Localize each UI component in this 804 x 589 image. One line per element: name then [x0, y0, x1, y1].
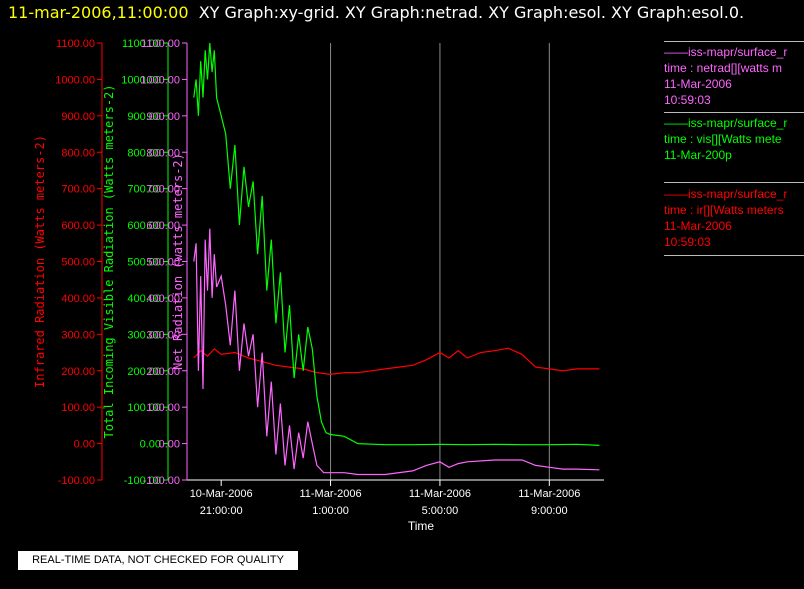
legend-ir-variable: time : ir[][Watts meters [664, 203, 784, 217]
y-tick-label-netrad: 400.00 [146, 293, 180, 305]
y-tick-label-ir: 1100.00 [56, 38, 95, 50]
y-tick-label-vis: 500.00 [127, 257, 161, 269]
series-line-ir [193, 347, 600, 376]
y-tick-label-ir: -100.00 [58, 475, 95, 487]
graph-title-bar: 11-mar-2006,11:00:00 XY Graph:xy-grid. X… [8, 3, 744, 23]
y-tick-label-netrad: 1000.00 [140, 74, 180, 86]
y-tick-label-vis: 100.00 [127, 402, 161, 414]
y-tick-label-netrad: 600.00 [146, 220, 180, 232]
y-tick-label-vis: 800.00 [127, 147, 161, 159]
legend-ir-time: 10:59:03 [664, 235, 711, 249]
y-tick-label-vis: 1100.00 [122, 38, 161, 50]
x-axis-title: Time [408, 519, 435, 533]
legend-netrad-variable: time : netrad[][watts m [664, 61, 783, 75]
y-tick-label-vis: 700.00 [127, 184, 161, 196]
y-tick-label-netrad: 0.00 [159, 439, 180, 451]
series-line-vis [193, 42, 600, 446]
y-tick-label-vis: 900.00 [127, 111, 161, 123]
y-tick-label-ir: 100.00 [61, 402, 95, 414]
y-tick-label-ir: 200.00 [61, 366, 95, 378]
y-tick-label-netrad: 100.00 [146, 402, 180, 414]
y-tick-label-ir: 500.00 [61, 257, 95, 269]
y-tick-label-netrad: 900.00 [146, 111, 180, 123]
y-tick-label-ir: 700.00 [61, 184, 95, 196]
legend-netrad-source: ——iss-mapr/surface_r [664, 45, 788, 59]
y-tick-label-ir: 1000.00 [55, 74, 95, 86]
y-tick-label-netrad: 800.00 [146, 147, 180, 159]
title-date: 11-mar-2006,11:00:00 [8, 3, 189, 22]
y-tick-label-vis: 1000.00 [121, 74, 161, 86]
y-tick-label-ir: 800.00 [61, 147, 95, 159]
x-tick-label-date: 11-Mar-2006 [299, 488, 361, 500]
legend-divider [664, 255, 804, 256]
y-tick-label-netrad: 500.00 [146, 257, 180, 269]
legend-vis-date: 11-Mar-200p [664, 148, 732, 162]
y-tick-label-vis: 300.00 [127, 329, 161, 341]
y-tick-label-ir: 300.00 [61, 329, 95, 341]
y-axis-title-ir: Infrared Radiation (Watts meters-2) [33, 135, 47, 388]
series-line-netrad [193, 228, 600, 476]
legend-ir-date: 11-Mar-2006 [664, 219, 732, 233]
y-axis-title-vis: Total Incoming Visible Radiation (Watts … [102, 84, 116, 438]
y-tick-label-ir: 400.00 [61, 293, 95, 305]
y-tick-label-vis: 0.00 [140, 439, 161, 451]
legend-netrad-date: 11-Mar-2006 [664, 77, 732, 91]
x-tick-label-time: 5:00:00 [422, 505, 459, 517]
y-tick-label-ir: 900.00 [61, 111, 95, 123]
y-tick-label-vis: -100.00 [124, 475, 161, 487]
legend-vis-variable: time : vis[][Watts mete [664, 132, 782, 146]
legend-divider [664, 41, 804, 42]
y-tick-label-netrad: 700.00 [146, 184, 180, 196]
quality-disclaimer: REAL-TIME DATA, NOT CHECKED FOR QUALITY [18, 551, 298, 570]
y-tick-label-netrad: 300.00 [146, 329, 180, 341]
graph-titles: XY Graph:xy-grid. XY Graph:netrad. XY Gr… [198, 3, 745, 22]
y-tick-label-vis: 200.00 [127, 366, 161, 378]
x-tick-label-time: 9:00:00 [531, 505, 568, 517]
legend-entry-netrad: ——iss-mapr/surface_r time : netrad[][wat… [664, 44, 804, 108]
y-tick-label-ir: 600.00 [61, 220, 95, 232]
legend-entry-ir: ——iss-mapr/surface_r time : ir[][Watts m… [664, 186, 804, 250]
y-tick-label-vis: 600.00 [127, 220, 161, 232]
x-tick-label-time: 1:00:00 [312, 505, 349, 517]
legend-vis-source: ——iss-mapr/surface_r [664, 116, 788, 130]
legend-divider [664, 112, 804, 113]
y-tick-label-netrad: 1100.00 [141, 38, 180, 50]
y-axis-title-netrad: Net Radiation (watts meters-2) [171, 153, 185, 370]
legend-ir-source: ——iss-mapr/surface_r [664, 187, 788, 201]
y-tick-label-ir: 0.00 [74, 439, 95, 451]
legend-entry-vis: ——iss-mapr/surface_r time : vis[][Watts … [664, 115, 804, 163]
legend-netrad-time: 10:59:03 [664, 93, 711, 107]
legend-divider [664, 182, 804, 183]
x-tick-label-time: 21:00:00 [200, 505, 243, 517]
x-tick-label-date: 10-Mar-2006 [190, 488, 253, 500]
y-tick-label-netrad: -100.00 [143, 475, 180, 487]
x-tick-label-date: 11-Mar-2006 [518, 488, 580, 500]
y-tick-label-netrad: 200.00 [146, 366, 180, 378]
x-tick-label-date: 11-Mar-2006 [409, 488, 471, 500]
y-tick-label-vis: 400.00 [127, 293, 161, 305]
